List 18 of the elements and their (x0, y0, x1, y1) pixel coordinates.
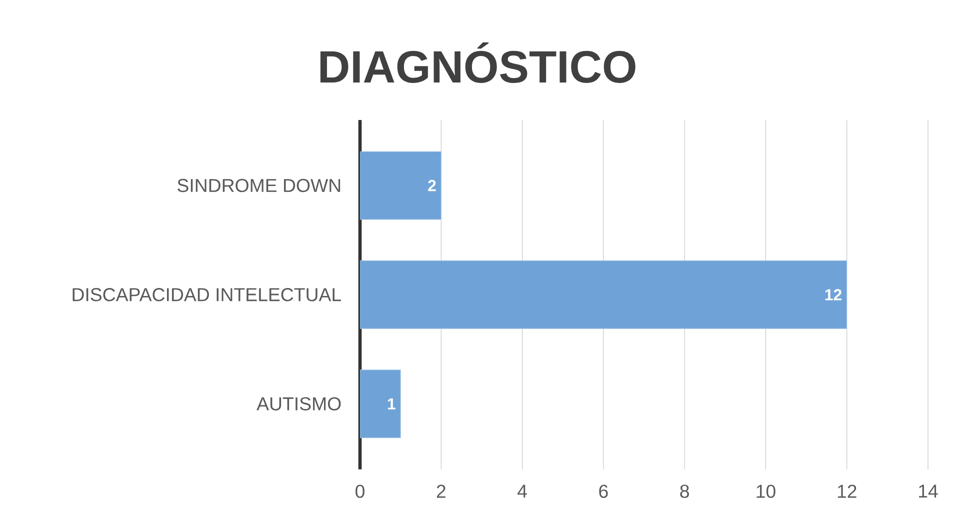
x-tick-label: 4 (518, 484, 527, 498)
y-tick-label: DISCAPACIDAD INTELECTUAL (72, 288, 341, 302)
bar (360, 369, 401, 438)
data-label: 2 (428, 180, 436, 191)
chart-title: DIAGNÓSTICO (320, 42, 636, 83)
bar (360, 260, 848, 329)
x-tick-label: 14 (919, 484, 938, 498)
data-label: 1 (388, 398, 396, 410)
x-tick-label: 2 (436, 484, 446, 498)
x-tick-label: 10 (756, 484, 776, 498)
bar (360, 151, 442, 220)
x-tick-label: 12 (838, 484, 856, 498)
y-tick-label: AUTISMO (256, 397, 341, 410)
x-tick-label: 6 (599, 484, 608, 498)
data-label: 12 (825, 288, 842, 300)
y-tick-label: SINDROME DOWN (178, 178, 340, 192)
x-tick-label: 0 (356, 484, 364, 498)
x-tick-label: 8 (680, 484, 689, 498)
